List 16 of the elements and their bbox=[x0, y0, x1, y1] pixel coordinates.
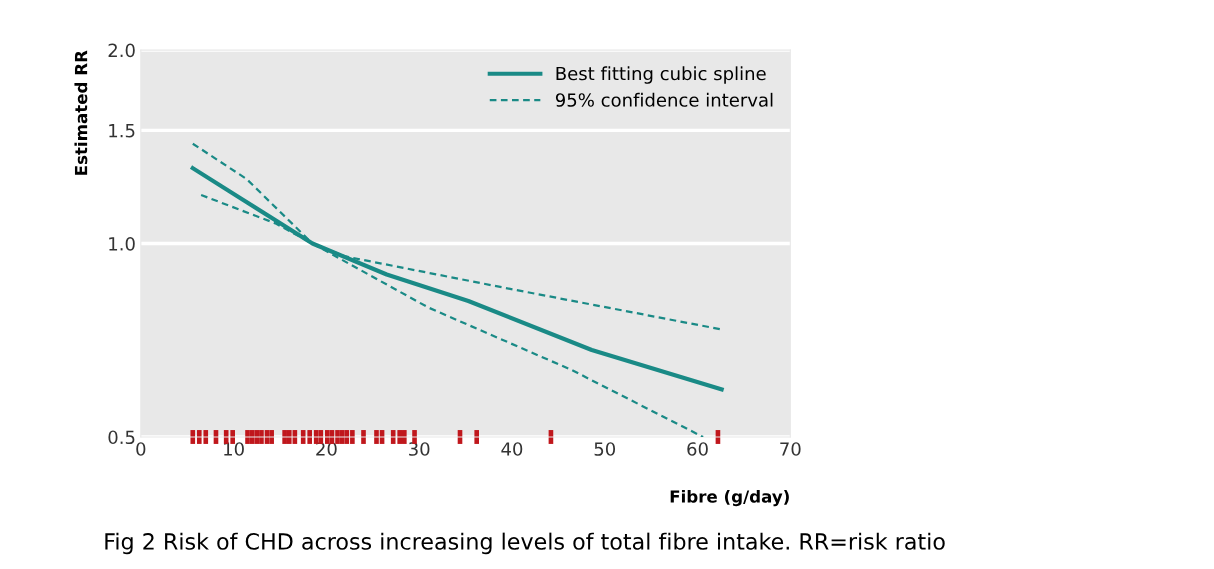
x-tick-label: 50 bbox=[594, 442, 616, 456]
x-tick-label: 70 bbox=[780, 442, 801, 456]
caption: Fig 2 Risk of CHD across increasing levels of total fibre intake. RR=risk ratio bbox=[105, 532, 945, 555]
x-tick-label: 10 bbox=[224, 442, 244, 456]
y-axis-title: Estimated RR bbox=[74, 50, 88, 175]
y-tick-label: 2.0 bbox=[108, 43, 135, 58]
x-tick-label: 30 bbox=[409, 442, 430, 456]
y-tick-label: 1.5 bbox=[109, 124, 135, 138]
legend-label: 95% confidence interval bbox=[555, 92, 773, 107]
legend-label: Best fitting cubic spline bbox=[556, 66, 766, 84]
x-axis-title: Fibre (g/day) bbox=[670, 489, 789, 507]
x-tick-label: 40 bbox=[501, 442, 523, 456]
y-tick-label: 0.5 bbox=[108, 430, 135, 445]
x-tick-label: 60 bbox=[687, 442, 708, 456]
y-tick-label: 1.0 bbox=[109, 236, 135, 251]
x-tick-label: 0 bbox=[136, 442, 146, 456]
